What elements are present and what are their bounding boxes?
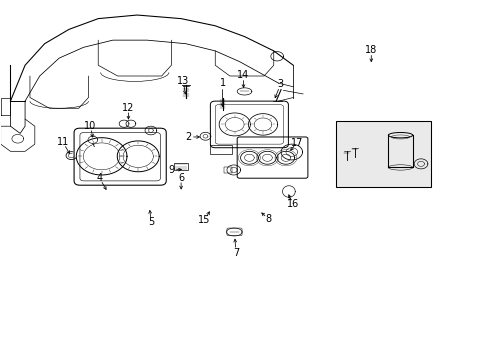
Text: 1: 1	[219, 77, 225, 87]
Text: 17: 17	[290, 138, 303, 148]
Bar	[210, 145, 232, 154]
Text: 5: 5	[148, 217, 154, 227]
Text: 15: 15	[198, 215, 210, 225]
Text: 7: 7	[232, 248, 239, 257]
Bar	[173, 163, 188, 170]
Text: 11: 11	[57, 137, 69, 147]
Text: 8: 8	[264, 214, 271, 224]
Text: 10: 10	[84, 121, 97, 131]
Text: 16: 16	[286, 199, 298, 209]
Text: 2: 2	[185, 132, 191, 142]
Text: 9: 9	[168, 165, 175, 175]
Text: 6: 6	[178, 173, 184, 183]
Text: 18: 18	[365, 45, 377, 55]
Bar	[335, 121, 430, 187]
Text: 4: 4	[96, 173, 102, 183]
Text: 14: 14	[237, 71, 249, 80]
Bar	[224, 167, 231, 173]
Text: 12: 12	[122, 103, 134, 113]
Text: 13: 13	[177, 76, 189, 86]
Text: 3: 3	[277, 79, 283, 89]
